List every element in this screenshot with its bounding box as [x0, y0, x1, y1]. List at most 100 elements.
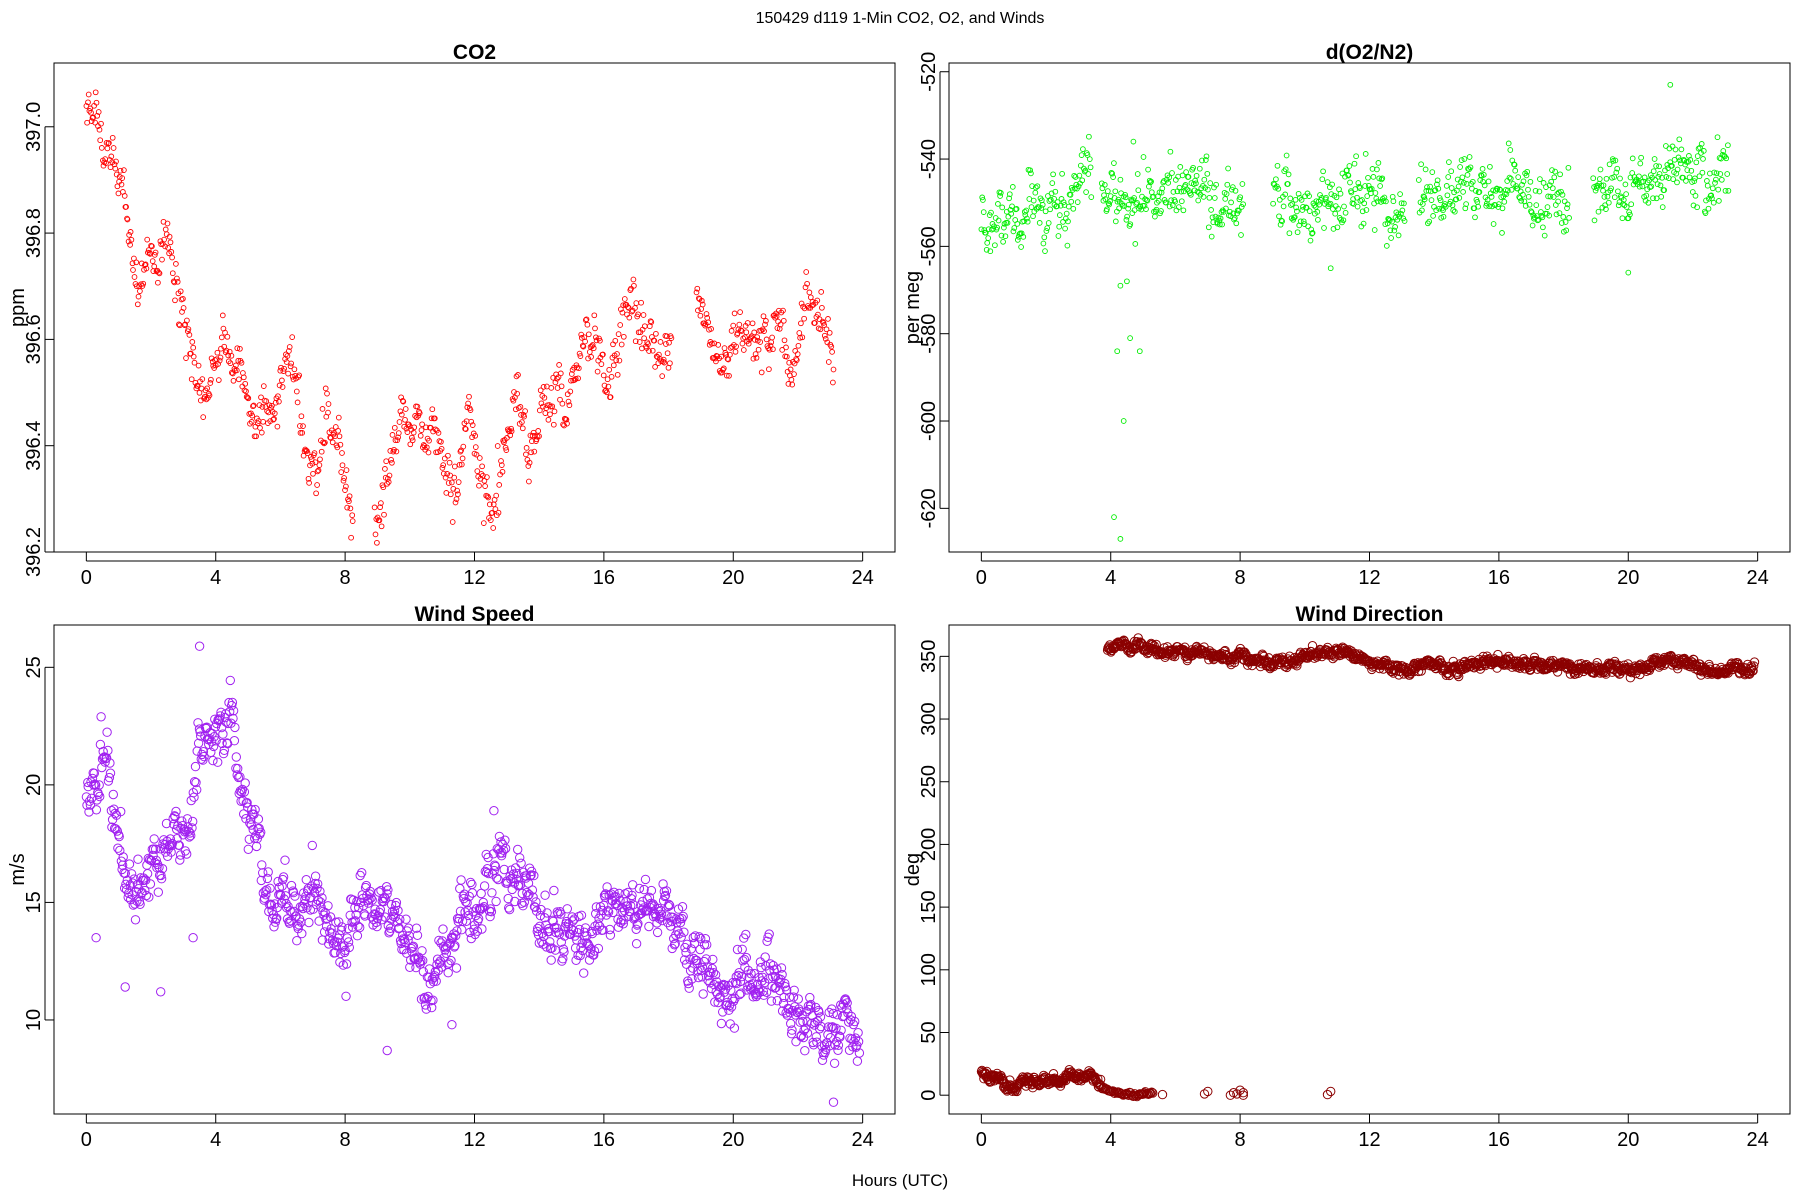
- wind-speed-point: [377, 915, 387, 925]
- o2n2-point: [1455, 183, 1462, 190]
- o2n2-point: [1435, 185, 1442, 192]
- wind-speed-point: [677, 902, 688, 912]
- co2-point: [451, 463, 458, 470]
- co2-point: [825, 316, 831, 322]
- wind-speed-point: [133, 854, 143, 864]
- wind-speed-point: [317, 893, 327, 903]
- co2-point: [348, 534, 354, 541]
- wind-speed-point: [815, 1012, 826, 1022]
- o2n2-point: [1364, 193, 1371, 199]
- wind-speed-point: [800, 1023, 811, 1034]
- o2n2-point: [1533, 202, 1540, 208]
- o2n2-point: [1711, 169, 1718, 176]
- wind-speed-point: [486, 907, 497, 917]
- co2-point: [519, 425, 526, 432]
- wind-speed-point: [280, 855, 290, 865]
- wind-direction-ytick-label: 150: [918, 890, 940, 923]
- o2n2-point: [1691, 178, 1698, 184]
- co2-point: [398, 411, 405, 418]
- wind-speed-point: [591, 902, 602, 912]
- o2n2-point: [1655, 173, 1662, 180]
- co2-point: [814, 297, 821, 304]
- o2n2-point: [1276, 213, 1282, 220]
- wind-speed-point: [331, 941, 342, 951]
- o2n2-point: [1043, 228, 1050, 234]
- wind-speed-point: [113, 843, 123, 853]
- o2n2-point: [1180, 207, 1187, 214]
- o2n2-point: [1600, 182, 1607, 189]
- wind-direction-ytick-label: 300: [918, 702, 940, 735]
- co2-point: [780, 317, 787, 324]
- co2-point: [455, 491, 461, 498]
- co2-point: [804, 280, 810, 287]
- o2n2-point: [1715, 186, 1722, 193]
- o2n2-point: [1127, 335, 1133, 341]
- co2-point: [641, 335, 647, 342]
- o2n2-point: [984, 240, 991, 246]
- co2-point: [88, 109, 94, 116]
- o2n2-point: [1637, 160, 1644, 167]
- co2-point: [478, 471, 485, 477]
- o2n2-point: [1175, 204, 1182, 210]
- co2-point: [137, 288, 143, 294]
- wind-speed-point: [198, 747, 209, 757]
- o2n2-point: [1683, 178, 1689, 184]
- co2-point: [94, 112, 101, 119]
- wind-speed-point: [490, 860, 500, 870]
- wind-speed-point: [412, 930, 423, 940]
- o2n2-point: [1348, 189, 1355, 196]
- wind-speed-point: [352, 931, 363, 941]
- wind-speed-point: [556, 937, 566, 947]
- o2n2-point: [1085, 171, 1092, 177]
- o2n2-point: [1722, 187, 1729, 194]
- o2n2-point: [1357, 185, 1363, 191]
- co2-point: [472, 432, 479, 439]
- o2n2-point: [1202, 157, 1209, 163]
- co2-point: [708, 326, 714, 332]
- co2-point: [313, 490, 319, 497]
- o2n2-point: [994, 224, 1000, 231]
- wind-speed-point: [323, 901, 333, 911]
- co2-point: [161, 236, 167, 243]
- wind-speed-point: [258, 868, 268, 878]
- wind-speed-point: [835, 1032, 845, 1042]
- co2-point: [180, 295, 186, 302]
- o2n2-point: [1488, 194, 1495, 200]
- o2n2-point: [995, 217, 1002, 224]
- wind-direction-point: [1148, 1088, 1158, 1098]
- o2n2-point: [1561, 198, 1568, 205]
- wind-speed-point: [96, 712, 106, 722]
- co2-point: [128, 236, 135, 243]
- o2n2-point: [1216, 221, 1223, 228]
- wind-speed-point: [661, 886, 672, 896]
- co2-point: [410, 429, 417, 436]
- co2-point: [435, 430, 442, 436]
- wind-speed-point: [776, 963, 787, 973]
- o2n2-point: [1007, 207, 1014, 213]
- o2n2-point: [1205, 186, 1211, 193]
- o2n2-point: [1158, 208, 1164, 214]
- wind-speed-point: [197, 749, 207, 760]
- co2-point: [245, 395, 252, 402]
- wind-speed-point: [265, 883, 275, 893]
- co2-point: [172, 297, 178, 304]
- co2-point: [751, 329, 758, 336]
- o2n2-point: [1659, 174, 1665, 181]
- o2n2-point: [1014, 221, 1021, 227]
- co2-point: [112, 165, 119, 172]
- co2-point: [620, 302, 627, 309]
- wind-speed-point: [188, 788, 199, 798]
- co2-point: [561, 422, 567, 429]
- o2n2-point: [1692, 192, 1699, 199]
- o2n2-point: [1163, 199, 1169, 206]
- wind-speed-point: [367, 895, 377, 905]
- o2n2-point: [1704, 182, 1711, 189]
- o2n2-point: [1196, 165, 1203, 172]
- o2n2-point: [1306, 193, 1312, 199]
- o2n2-point: [1168, 197, 1175, 204]
- wind-speed-point: [247, 805, 257, 815]
- co2-point: [133, 259, 140, 266]
- o2n2-point: [1528, 208, 1534, 215]
- wind-speed-point: [337, 922, 347, 932]
